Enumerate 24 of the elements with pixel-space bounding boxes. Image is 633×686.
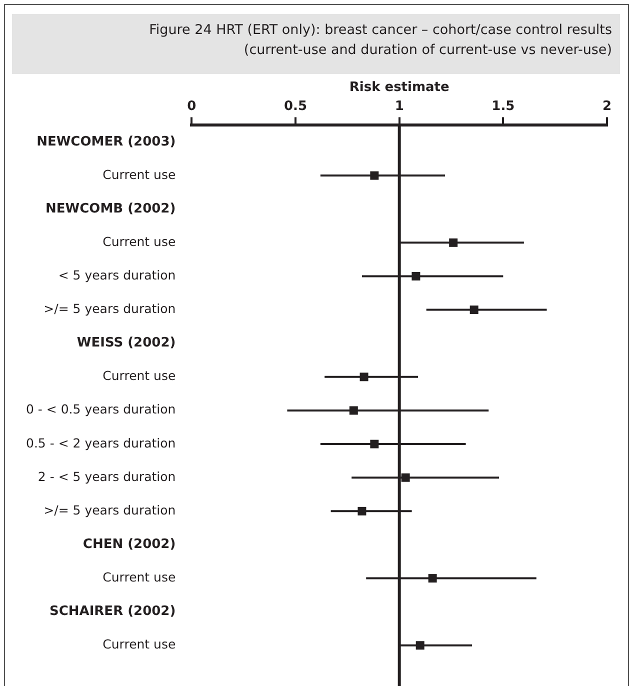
- x-tick-label: 1.5: [492, 98, 515, 114]
- y-tick-label: NEWCOMER (2003): [36, 134, 176, 150]
- x-tick-label: 2: [602, 98, 612, 114]
- y-tick-label: Current use: [102, 368, 176, 384]
- y-tick-label: WEISS (2002): [76, 336, 176, 351]
- y-tick-label: Current use: [102, 166, 176, 182]
- y-tick-label: 0 - < 0.5 years duration: [26, 402, 176, 417]
- y-tick-label: >/= 5 years duration: [44, 301, 176, 316]
- chart-subtitle: (current-use and duration of current-use vs never-use): [242, 42, 612, 58]
- y-tick-label: Current use: [102, 234, 176, 249]
- chart-title: Figure 24 HRT (ERT only): breast cancer – cohort/case control results: [148, 22, 612, 38]
- y-tick-label: 2 - < 5 years duration: [38, 468, 176, 484]
- y-tick-label: >/= 5 years duration: [44, 502, 176, 518]
- y-tick-label: < 5 years duration: [58, 267, 176, 282]
- y-tick-label: 0.5 - < 2 years duration: [26, 435, 176, 450]
- y-tick-label: Current use: [102, 636, 176, 652]
- y-tick-label: NEWCOMB (2002): [46, 201, 176, 216]
- x-tick-label: 0.5: [284, 98, 308, 114]
- x-axis-title: Risk estimate: [349, 80, 450, 96]
- y-tick-label: SCHAIRER (2002): [49, 604, 176, 620]
- y-tick-label: CHEN (2002): [82, 537, 176, 552]
- x-tick-label: 0: [187, 98, 196, 114]
- x-tick-label: 1: [394, 98, 404, 114]
- y-tick-label: Current use: [102, 570, 176, 585]
